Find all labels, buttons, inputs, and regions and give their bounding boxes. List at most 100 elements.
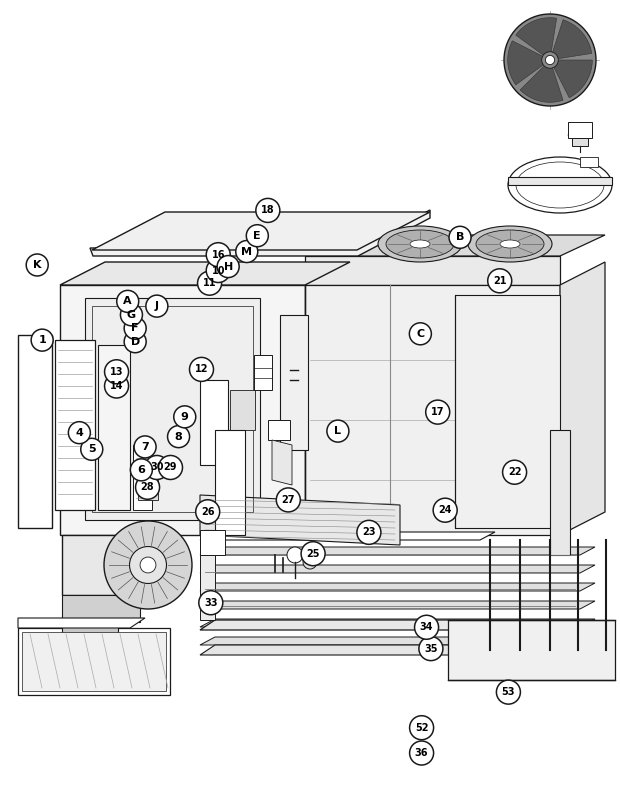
Text: E: E — [254, 231, 261, 240]
Polygon shape — [200, 637, 595, 645]
Polygon shape — [272, 440, 292, 485]
Polygon shape — [22, 632, 166, 691]
Polygon shape — [62, 622, 118, 640]
Circle shape — [120, 304, 143, 326]
Text: D: D — [131, 337, 140, 346]
Circle shape — [449, 226, 471, 248]
Polygon shape — [200, 495, 400, 545]
Polygon shape — [138, 480, 158, 500]
Circle shape — [303, 555, 317, 569]
Polygon shape — [98, 345, 130, 510]
Polygon shape — [508, 41, 543, 85]
Polygon shape — [55, 340, 95, 510]
Polygon shape — [520, 66, 563, 102]
Circle shape — [301, 542, 325, 566]
Text: 53: 53 — [502, 687, 515, 697]
Polygon shape — [200, 532, 495, 540]
Text: 18: 18 — [261, 206, 275, 215]
Polygon shape — [550, 430, 570, 555]
Circle shape — [31, 329, 53, 351]
Text: 35: 35 — [424, 644, 438, 653]
Text: 12: 12 — [195, 365, 208, 374]
Text: H: H — [224, 262, 232, 271]
Circle shape — [124, 331, 146, 353]
Circle shape — [410, 716, 433, 740]
Text: 34: 34 — [420, 623, 433, 632]
Circle shape — [190, 358, 213, 381]
Polygon shape — [200, 532, 215, 620]
Circle shape — [68, 422, 91, 444]
Text: 5: 5 — [88, 445, 95, 454]
Ellipse shape — [468, 226, 552, 262]
Text: 26: 26 — [201, 507, 215, 517]
Circle shape — [410, 741, 433, 765]
Circle shape — [433, 498, 457, 522]
Polygon shape — [133, 445, 152, 510]
Circle shape — [196, 500, 219, 524]
Text: 10: 10 — [211, 266, 225, 275]
Text: eReplacementParts.com: eReplacementParts.com — [234, 408, 386, 422]
Circle shape — [504, 14, 596, 106]
Circle shape — [543, 53, 557, 67]
Polygon shape — [560, 262, 605, 535]
Circle shape — [542, 51, 558, 68]
Polygon shape — [280, 315, 308, 450]
Circle shape — [287, 547, 303, 563]
Circle shape — [198, 271, 221, 295]
Text: C: C — [416, 329, 425, 339]
Polygon shape — [200, 601, 595, 609]
Text: G: G — [127, 310, 136, 320]
Text: F: F — [131, 324, 139, 333]
Polygon shape — [580, 157, 598, 167]
Circle shape — [105, 374, 128, 398]
Text: A: A — [123, 297, 132, 306]
Circle shape — [217, 255, 239, 278]
Text: 16: 16 — [211, 250, 225, 259]
Polygon shape — [200, 547, 595, 555]
Circle shape — [140, 557, 156, 573]
Polygon shape — [455, 295, 560, 528]
Circle shape — [419, 637, 443, 660]
Text: 28: 28 — [141, 483, 154, 492]
Polygon shape — [90, 210, 430, 256]
Text: 14: 14 — [110, 381, 123, 391]
Polygon shape — [200, 380, 228, 465]
Ellipse shape — [386, 230, 454, 258]
Polygon shape — [254, 355, 272, 390]
Circle shape — [415, 615, 438, 639]
Circle shape — [134, 436, 156, 458]
Text: 22: 22 — [508, 467, 521, 477]
Circle shape — [130, 459, 153, 481]
Circle shape — [327, 420, 349, 442]
Circle shape — [104, 521, 192, 609]
Text: 9: 9 — [181, 412, 188, 422]
Circle shape — [277, 488, 300, 512]
Text: 21: 21 — [493, 276, 507, 286]
Text: 8: 8 — [175, 432, 182, 441]
Polygon shape — [62, 595, 140, 622]
Circle shape — [145, 456, 169, 479]
Ellipse shape — [410, 240, 430, 248]
Text: 23: 23 — [362, 528, 376, 537]
Circle shape — [256, 199, 280, 222]
Circle shape — [503, 460, 526, 484]
Polygon shape — [60, 262, 350, 285]
Polygon shape — [568, 122, 592, 138]
Polygon shape — [200, 620, 595, 630]
Polygon shape — [516, 17, 557, 55]
Circle shape — [146, 295, 168, 317]
Polygon shape — [230, 390, 255, 430]
Text: J: J — [155, 301, 159, 311]
Polygon shape — [572, 138, 588, 146]
Circle shape — [105, 360, 128, 384]
Polygon shape — [215, 430, 245, 535]
Text: L: L — [334, 426, 342, 436]
Polygon shape — [200, 583, 595, 591]
Ellipse shape — [378, 226, 462, 262]
Circle shape — [174, 406, 196, 428]
Circle shape — [136, 475, 159, 499]
Text: M: M — [241, 247, 252, 256]
Polygon shape — [200, 645, 595, 655]
Text: 11: 11 — [203, 278, 216, 288]
Circle shape — [497, 680, 520, 704]
